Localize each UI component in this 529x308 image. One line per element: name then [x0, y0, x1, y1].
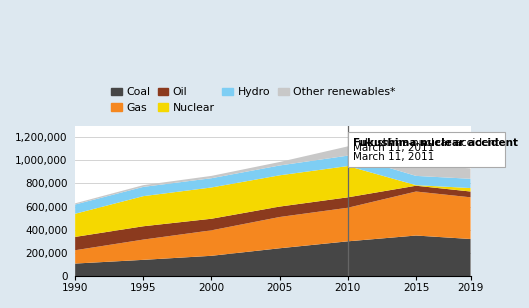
Legend: Coal, Gas, Oil, Nuclear, Hydro, Other renewables*: Coal, Gas, Oil, Nuclear, Hydro, Other re…: [106, 83, 399, 117]
Text: Fukushima nuclear accident: Fukushima nuclear accident: [353, 138, 518, 148]
Text: Fukushima nuclear accident
March 11, 2011: Fukushima nuclear accident March 11, 201…: [353, 138, 499, 162]
Text: March 11, 2011: March 11, 2011: [353, 144, 434, 153]
